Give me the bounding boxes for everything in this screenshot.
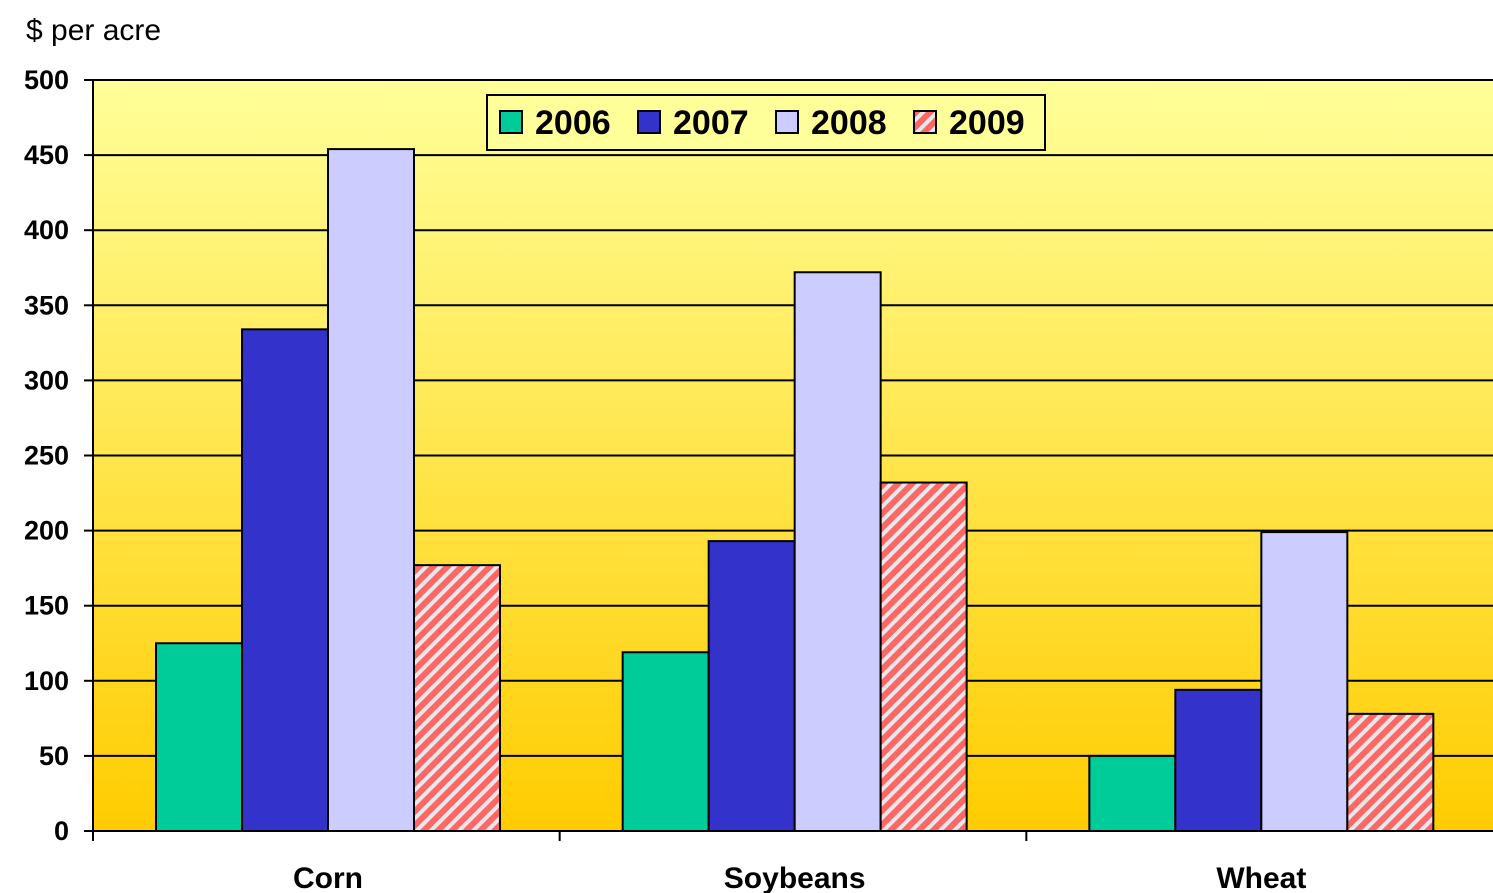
y-tick-label: 250 <box>24 441 69 471</box>
y-tick-label: 50 <box>39 741 69 771</box>
bar-soybeans-2009 <box>881 483 967 831</box>
bar-wheat-2009 <box>1347 714 1433 831</box>
bar-soybeans-2007 <box>709 541 795 831</box>
x-tick-label-soybeans: Soybeans <box>724 862 866 893</box>
legend-label-2006: 2006 <box>535 104 611 142</box>
y-axis-ticks: 0 50 100 150 200 250 300 350 400 450 500 <box>24 65 93 846</box>
y-tick-label: 400 <box>24 215 69 245</box>
y-tick-label: 350 <box>24 290 69 320</box>
bar-corn-2008 <box>328 149 414 831</box>
bar-wheat-2007 <box>1175 690 1261 831</box>
y-tick-label: 0 <box>54 816 69 846</box>
bar-soybeans-2008 <box>795 272 881 831</box>
y-tick-label: 100 <box>24 666 69 696</box>
y-axis-label: $ per acre <box>26 14 161 47</box>
bar-corn-2009 <box>414 565 500 831</box>
y-tick-label: 450 <box>24 140 69 170</box>
bar-wheat-2006 <box>1089 756 1175 831</box>
y-tick-label: 500 <box>24 65 69 95</box>
bar-corn-2006 <box>156 643 242 831</box>
legend-label-2009: 2009 <box>949 104 1025 142</box>
legend-label-2008: 2008 <box>811 104 887 142</box>
legend-swatch-2007 <box>638 111 660 133</box>
x-tick-label-wheat: Wheat <box>1216 862 1306 893</box>
y-tick-label: 150 <box>24 591 69 621</box>
x-axis-ticks: Corn Soybeans Wheat <box>93 831 1306 893</box>
bar-corn-2007 <box>242 329 328 831</box>
bar-wheat-2008 <box>1261 532 1347 831</box>
legend-label-2007: 2007 <box>673 104 749 142</box>
legend-swatch-2009 <box>914 111 936 133</box>
legend-swatch-2006 <box>500 111 522 133</box>
y-tick-label: 200 <box>24 516 69 546</box>
legend-swatch-2008 <box>776 111 798 133</box>
x-tick-label-corn: Corn <box>293 862 363 893</box>
y-tick-label: 300 <box>24 365 69 395</box>
legend: 2006 2007 2008 2009 <box>487 95 1045 150</box>
bar-soybeans-2006 <box>623 652 709 831</box>
